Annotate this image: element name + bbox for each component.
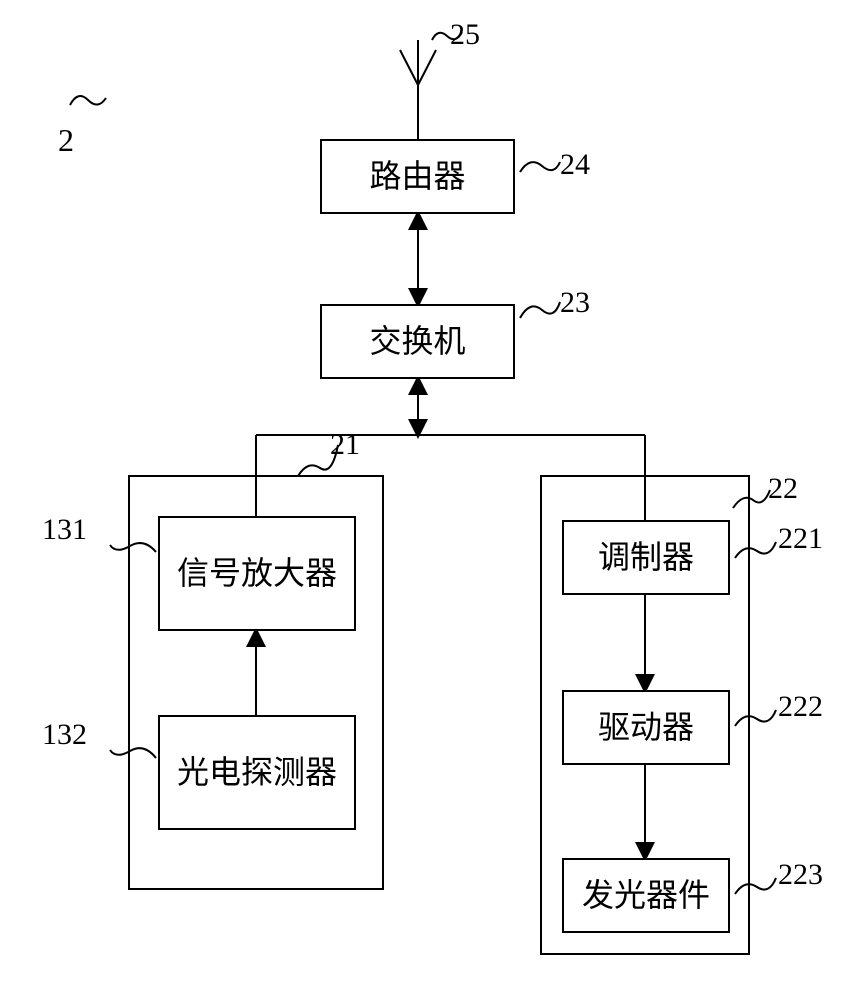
switch-box: 交换机 [320, 304, 515, 379]
amplifier-box: 信号放大器 [158, 516, 356, 631]
driver-label: 驱动器 [590, 707, 702, 749]
ref-label-23: 23 [560, 286, 590, 320]
ref-label-25: 25 [450, 18, 480, 52]
router-box: 路由器 [320, 139, 515, 214]
ref-label-132: 132 [42, 718, 87, 752]
modulator-label: 调制器 [590, 537, 702, 579]
ref-label-24: 24 [560, 148, 590, 182]
photodetector-box: 光电探测器 [158, 715, 356, 830]
ref-label-22: 22 [768, 472, 798, 506]
ref-label-21: 21 [330, 428, 360, 462]
ref-label-223: 223 [778, 858, 823, 892]
emitter-label: 发光器件 [574, 875, 718, 917]
ref-label-222: 222 [778, 690, 823, 724]
switch-label: 交换机 [361, 321, 473, 363]
driver-box: 驱动器 [562, 690, 730, 765]
ref-label-131: 131 [42, 513, 87, 547]
ref-label-2: 2 [58, 122, 74, 159]
ref-label-221: 221 [778, 522, 823, 556]
emitter-box: 发光器件 [562, 858, 730, 933]
photodetector-label: 光电探测器 [169, 752, 345, 794]
modulator-box: 调制器 [562, 520, 730, 595]
amplifier-label: 信号放大器 [169, 553, 345, 595]
router-label: 路由器 [361, 156, 473, 198]
